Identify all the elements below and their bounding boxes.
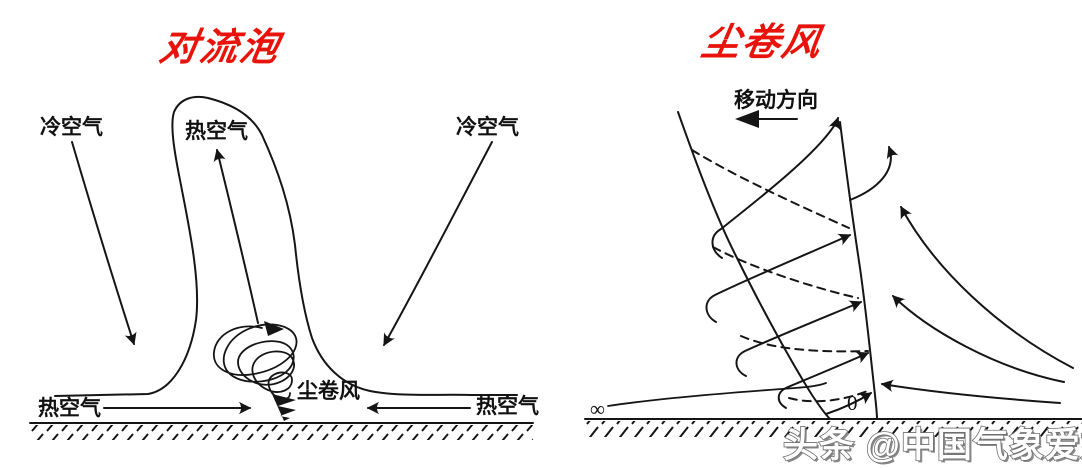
- ground-left: [29, 422, 534, 440]
- helix-strand-3: [735, 300, 863, 377]
- helix-dashed-1: [691, 149, 850, 229]
- watermark: 头条 @中国气象爱好者 头条 @中国气象爱好者: [782, 425, 1082, 467]
- helix-strand-2: [705, 233, 852, 323]
- move-direction-arrow: [735, 110, 798, 128]
- swirl-top-arrowhead: [264, 321, 284, 336]
- label-hot-air-bottom-left: 热空气: [38, 396, 101, 420]
- inflow-arrow-upper: [900, 205, 1074, 369]
- funnel-right-edge: [839, 121, 878, 420]
- swirl-tip: [272, 394, 296, 421]
- ground-right: [584, 418, 1082, 437]
- funnel-left-edge: [677, 111, 831, 420]
- helix-front-strands: [705, 116, 873, 415]
- dust-devil-swirl: [213, 321, 298, 421]
- inflow-arrow-middle: [892, 295, 1065, 383]
- ground-streamline: [607, 382, 827, 407]
- label-zero: 0: [847, 391, 858, 415]
- helix-dashed-4: [788, 389, 871, 403]
- label-cold-air-left: 冷空气: [40, 115, 103, 139]
- label-hot-air-top: 热空气: [185, 119, 248, 143]
- outflow-hook-arrow: [849, 145, 899, 201]
- helix-dashed-3: [740, 335, 869, 353]
- label-infinity: ∞: [590, 397, 605, 421]
- side-inflow-arrows: [849, 145, 1074, 404]
- bubble-outline: [54, 95, 518, 397]
- helix-strand-5: [825, 392, 873, 415]
- right-diagram: 尘卷风 移动方向: [584, 21, 1082, 437]
- watermark-text: 头条 @中国气象爱好者: [783, 426, 1082, 465]
- left-diagram-title: 对流泡: [156, 26, 286, 69]
- left-diagram: 对流泡 冷空气 热空气 冷空气 热空气 热空气 尘卷风: [29, 26, 539, 440]
- helix-strand-4: [777, 351, 870, 409]
- helix-back-strands: [691, 149, 871, 403]
- ground-hatch-right: [585, 421, 1082, 437]
- ground-hatch-left: [30, 425, 533, 440]
- cold-air-arrow-left: [71, 141, 137, 346]
- label-dust-devil: 尘卷风: [297, 379, 360, 403]
- helix-strand-1: [711, 116, 841, 259]
- label-move-direction: 移动方向: [734, 88, 818, 112]
- label-hot-air-bottom-right: 热空气: [476, 394, 539, 418]
- watermark-shadow-text: 头条 @中国气象爱好者: [785, 428, 1082, 467]
- right-diagram-title: 尘卷风: [698, 21, 826, 64]
- helix-dashed-2: [712, 246, 859, 299]
- updraft-arrow: [213, 148, 259, 324]
- inflow-arrow-ground: [880, 379, 1061, 404]
- cold-air-arrow-right: [383, 141, 493, 347]
- label-cold-air-right: 冷空气: [456, 115, 519, 139]
